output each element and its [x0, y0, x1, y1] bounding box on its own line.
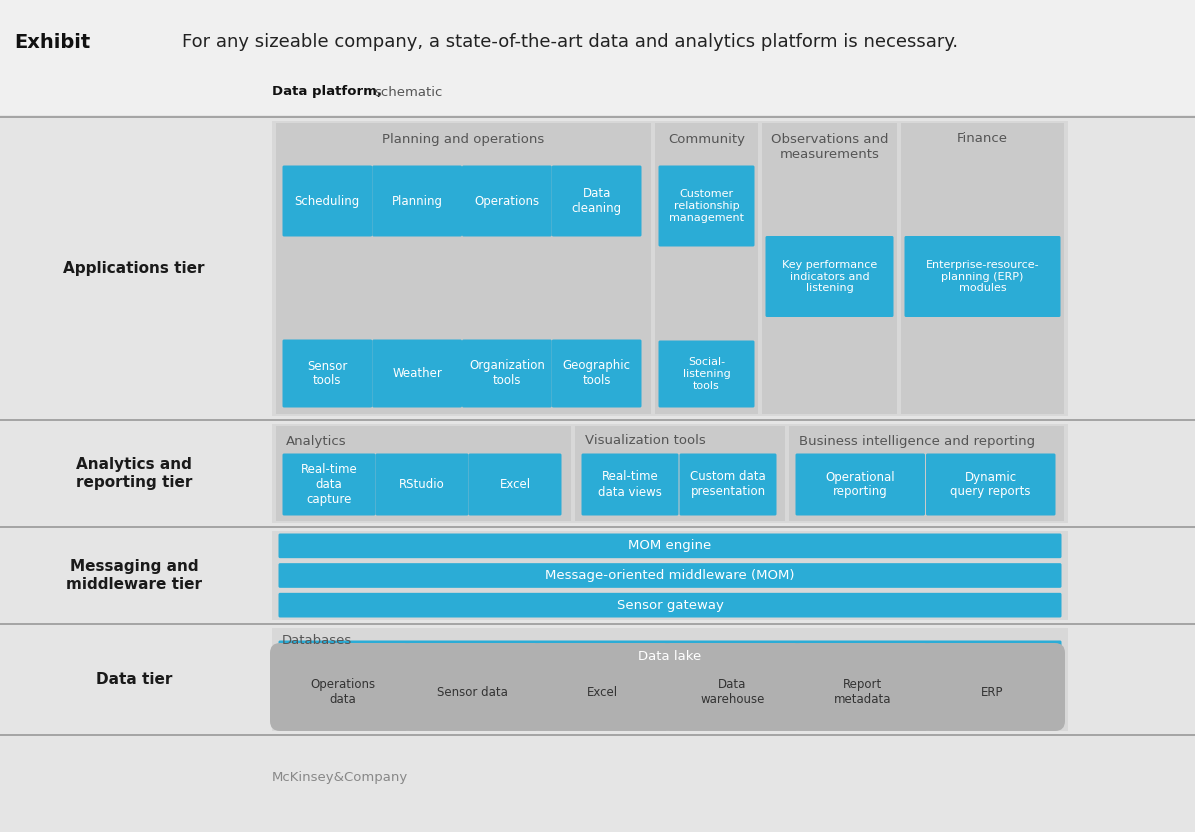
Bar: [575, 426, 785, 521]
FancyBboxPatch shape: [660, 643, 805, 731]
FancyBboxPatch shape: [282, 339, 373, 408]
FancyBboxPatch shape: [658, 166, 754, 246]
Text: Data platform,: Data platform,: [272, 86, 382, 98]
Text: Data
warehouse: Data warehouse: [700, 678, 765, 706]
Text: Analytics: Analytics: [286, 434, 347, 448]
Bar: [272, 628, 1068, 731]
FancyBboxPatch shape: [373, 166, 462, 236]
FancyBboxPatch shape: [375, 453, 468, 516]
Text: Observations and
measurements: Observations and measurements: [771, 133, 888, 161]
FancyBboxPatch shape: [926, 453, 1055, 516]
Text: Sensor gateway: Sensor gateway: [617, 599, 723, 612]
Text: Data
cleaning: Data cleaning: [571, 187, 621, 215]
Bar: [762, 123, 897, 414]
Text: Report
metadata: Report metadata: [834, 678, 891, 706]
Bar: [789, 426, 1064, 521]
Text: Excel: Excel: [587, 686, 618, 699]
Text: Planning and operations: Planning and operations: [382, 132, 545, 146]
Text: Social-
listening
tools: Social- listening tools: [682, 358, 730, 390]
FancyBboxPatch shape: [278, 533, 1061, 558]
Bar: [272, 531, 1068, 620]
Text: Visualization tools: Visualization tools: [586, 434, 706, 448]
Text: Scheduling: Scheduling: [295, 195, 360, 207]
FancyBboxPatch shape: [658, 340, 754, 408]
FancyBboxPatch shape: [905, 236, 1060, 317]
FancyBboxPatch shape: [462, 166, 552, 236]
Text: Community: Community: [668, 132, 744, 146]
Text: ERP: ERP: [981, 686, 1004, 699]
Bar: [276, 426, 571, 521]
Bar: [0, 0, 1195, 115]
Text: Weather: Weather: [392, 367, 442, 380]
Text: Dynamic
query reports: Dynamic query reports: [950, 471, 1031, 498]
Text: Databases: Databases: [282, 633, 353, 646]
FancyBboxPatch shape: [468, 453, 562, 516]
FancyBboxPatch shape: [680, 453, 777, 516]
Text: Applications tier: Applications tier: [63, 261, 204, 276]
FancyBboxPatch shape: [400, 643, 545, 731]
Text: Operations: Operations: [474, 195, 539, 207]
Text: Message-oriented middleware (MOM): Message-oriented middleware (MOM): [545, 569, 795, 582]
Text: Geographic
tools: Geographic tools: [563, 359, 631, 388]
FancyBboxPatch shape: [766, 236, 894, 317]
Text: Sensor data: Sensor data: [437, 686, 508, 699]
Text: Real-time
data views: Real-time data views: [598, 471, 662, 498]
FancyBboxPatch shape: [790, 643, 934, 731]
Text: Enterprise-resource-
planning (ERP)
modules: Enterprise-resource- planning (ERP) modu…: [926, 260, 1040, 293]
FancyBboxPatch shape: [278, 593, 1061, 617]
Text: Custom data
presentation: Custom data presentation: [691, 471, 766, 498]
Text: Sensor
tools: Sensor tools: [307, 359, 348, 388]
Text: Customer
relationship
management: Customer relationship management: [669, 190, 744, 223]
FancyBboxPatch shape: [282, 453, 375, 516]
FancyBboxPatch shape: [920, 643, 1065, 731]
FancyBboxPatch shape: [282, 166, 373, 236]
Text: Key performance
indicators and
listening: Key performance indicators and listening: [782, 260, 877, 293]
Text: Data tier: Data tier: [96, 672, 172, 687]
FancyBboxPatch shape: [552, 339, 642, 408]
Text: Organization
tools: Organization tools: [468, 359, 545, 388]
Text: Analytics and
reporting tier: Analytics and reporting tier: [75, 458, 192, 490]
Text: Planning: Planning: [392, 195, 442, 207]
Bar: [276, 123, 651, 414]
Text: Excel: Excel: [500, 478, 531, 491]
Text: Finance: Finance: [957, 132, 1009, 146]
Bar: [901, 123, 1064, 414]
Bar: [655, 123, 758, 414]
Bar: [272, 424, 1068, 523]
Text: schematic: schematic: [374, 86, 442, 98]
Bar: [272, 121, 1068, 416]
FancyBboxPatch shape: [582, 453, 679, 516]
Text: Operational
reporting: Operational reporting: [826, 471, 895, 498]
Text: Business intelligence and reporting: Business intelligence and reporting: [799, 434, 1035, 448]
Text: Data lake: Data lake: [638, 651, 701, 663]
FancyBboxPatch shape: [552, 166, 642, 236]
FancyBboxPatch shape: [373, 339, 462, 408]
Text: MOM engine: MOM engine: [629, 539, 712, 552]
FancyBboxPatch shape: [462, 339, 552, 408]
Text: Messaging and
middleware tier: Messaging and middleware tier: [66, 559, 202, 592]
FancyBboxPatch shape: [278, 641, 1061, 673]
Text: Real-time
data
capture: Real-time data capture: [301, 463, 357, 506]
FancyBboxPatch shape: [796, 453, 925, 516]
Text: Operations
data: Operations data: [310, 678, 375, 706]
Text: RStudio: RStudio: [399, 478, 445, 491]
Text: McKinsey&Company: McKinsey&Company: [272, 770, 409, 784]
Text: Exhibit: Exhibit: [14, 32, 90, 52]
FancyBboxPatch shape: [278, 563, 1061, 588]
Text: For any sizeable company, a state-of-the-art data and analytics platform is nece: For any sizeable company, a state-of-the…: [182, 33, 958, 51]
FancyBboxPatch shape: [270, 643, 415, 731]
FancyBboxPatch shape: [531, 643, 675, 731]
